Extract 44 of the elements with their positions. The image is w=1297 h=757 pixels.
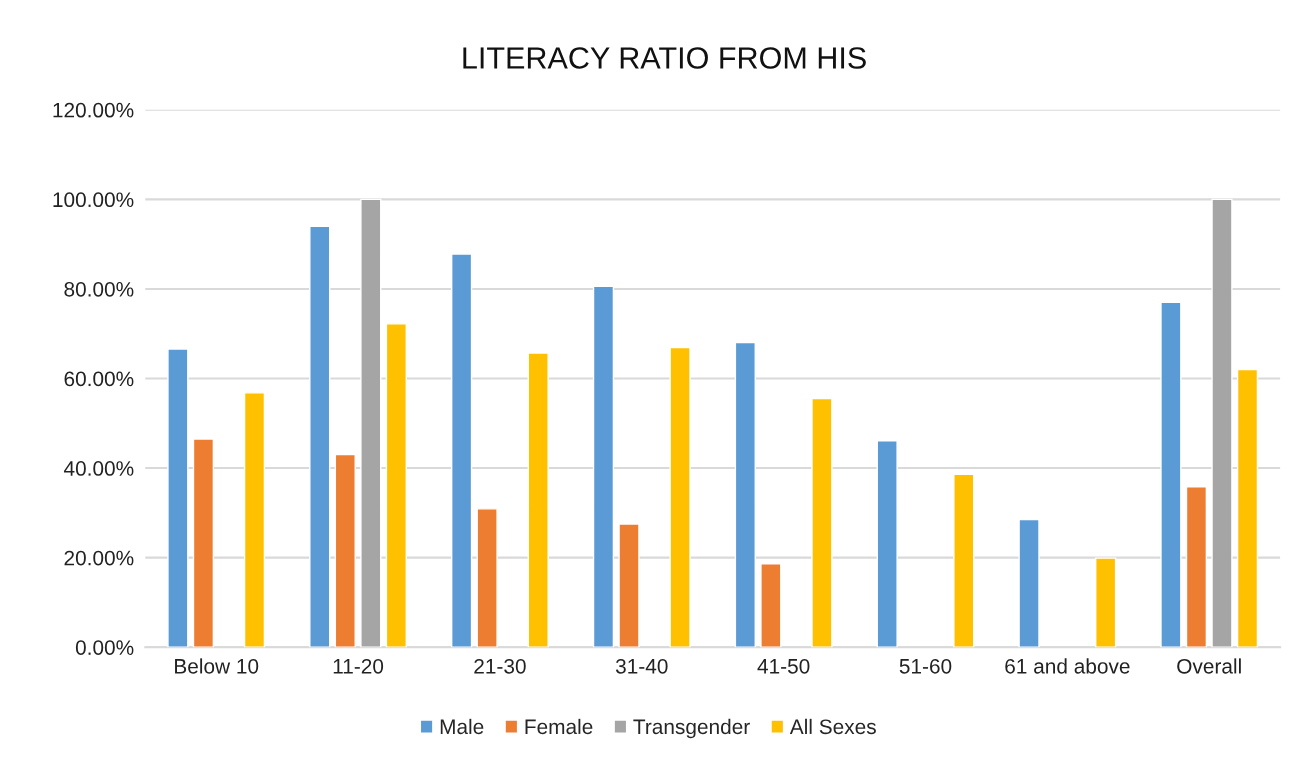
bar (811, 397, 833, 648)
bar (309, 225, 331, 648)
y-tick-label: 120.00% (53, 102, 134, 118)
y-tick-label: 0.00% (75, 640, 134, 655)
y-tick-label: 20.00% (64, 550, 134, 566)
legend-label: All Sexes (789, 718, 876, 735)
bar (360, 198, 382, 648)
bar (1160, 301, 1182, 648)
bar (1018, 518, 1040, 648)
x-tick-label: 51-60 (899, 658, 952, 674)
bar (1211, 198, 1233, 648)
bar (592, 285, 615, 648)
y-tick-label: 80.00% (64, 281, 134, 297)
bar (192, 438, 215, 648)
legend-label: Transgender (633, 718, 750, 739)
legend-label: Female (525, 718, 593, 735)
y-tick-label: 60.00% (64, 371, 134, 387)
x-tick-label: 61 and above (1005, 658, 1130, 674)
bar (243, 392, 266, 648)
x-tick-label: 21-30 (474, 658, 526, 674)
x-tick-label: 41-50 (757, 658, 810, 674)
x-tick-label: 31-40 (615, 658, 668, 674)
bar (476, 508, 498, 648)
bar (167, 348, 189, 648)
y-tick-label: 40.00% (63, 461, 134, 476)
bar (1095, 557, 1117, 648)
chart-title: LITERACY RATIO FROM HIS (463, 47, 866, 69)
bar (385, 323, 407, 648)
legend-label: Male (440, 718, 484, 735)
bar (876, 440, 898, 648)
bar (760, 563, 782, 648)
y-tick-label: 100.00% (53, 192, 134, 208)
bar (734, 341, 756, 648)
bar (334, 453, 356, 648)
x-tick-label: 11-20 (333, 658, 384, 674)
bar (618, 523, 640, 648)
bar (527, 352, 549, 648)
bar (1236, 368, 1259, 648)
x-tick-label: Overall (1177, 658, 1241, 674)
bar (669, 346, 691, 648)
bar (450, 253, 473, 648)
bar (953, 473, 975, 648)
x-tick-label: Below 10 (175, 658, 259, 674)
bar (1185, 486, 1208, 648)
